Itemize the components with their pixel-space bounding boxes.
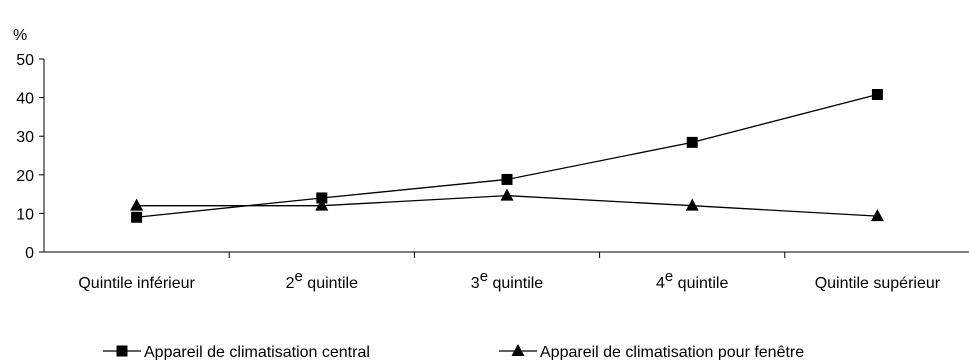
data-point-square [686, 136, 698, 148]
y-tick-label: 20 [16, 168, 34, 185]
y-tick-label: 30 [16, 129, 34, 146]
y-tick-label: 50 [16, 52, 34, 69]
y-tick-label: 10 [16, 206, 34, 223]
legend-item-2: Appareil de climatisation pour fenêtre [499, 344, 804, 360]
y-axis: 0 10 20 30 40 50 [16, 52, 45, 262]
y-tick-label: 0 [25, 245, 34, 262]
data-point-triangle [130, 198, 144, 211]
legend-label: Appareil de climatisation central [144, 344, 370, 360]
data-point-square [871, 89, 883, 101]
legend-label: Appareil de climatisation pour fenêtre [540, 344, 804, 360]
data-point-triangle [500, 188, 514, 201]
series-1 [131, 89, 883, 223]
legend: Appareil de climatisation central Apparei… [103, 344, 804, 360]
x-tick-label: Quintile supérieur [815, 275, 941, 292]
legend-marker-triangle [511, 344, 525, 356]
data-point-square [131, 211, 143, 223]
data-point-triangle [870, 209, 884, 222]
x-tick-label: 3e quintile [471, 268, 544, 292]
data-point-square [501, 173, 513, 185]
y-axis-unit-label: % [13, 27, 27, 44]
data-point-square [316, 192, 328, 204]
data-point-triangle [685, 198, 699, 211]
x-tick-label: Quintile inférieur [78, 275, 195, 292]
legend-marker-square [116, 345, 128, 357]
x-axis: Quintile inférieur 2e quintile 3e quintile… [44, 251, 969, 292]
legend-item-1: Appareil de climatisation central [103, 344, 370, 360]
series-2 [130, 188, 884, 222]
y-tick-label: 40 [16, 91, 34, 108]
data-point-triangle [315, 198, 329, 211]
series-layer [130, 89, 884, 223]
x-tick-label: 2e quintile [286, 268, 359, 292]
x-tick-label: 4e quintile [656, 268, 729, 292]
